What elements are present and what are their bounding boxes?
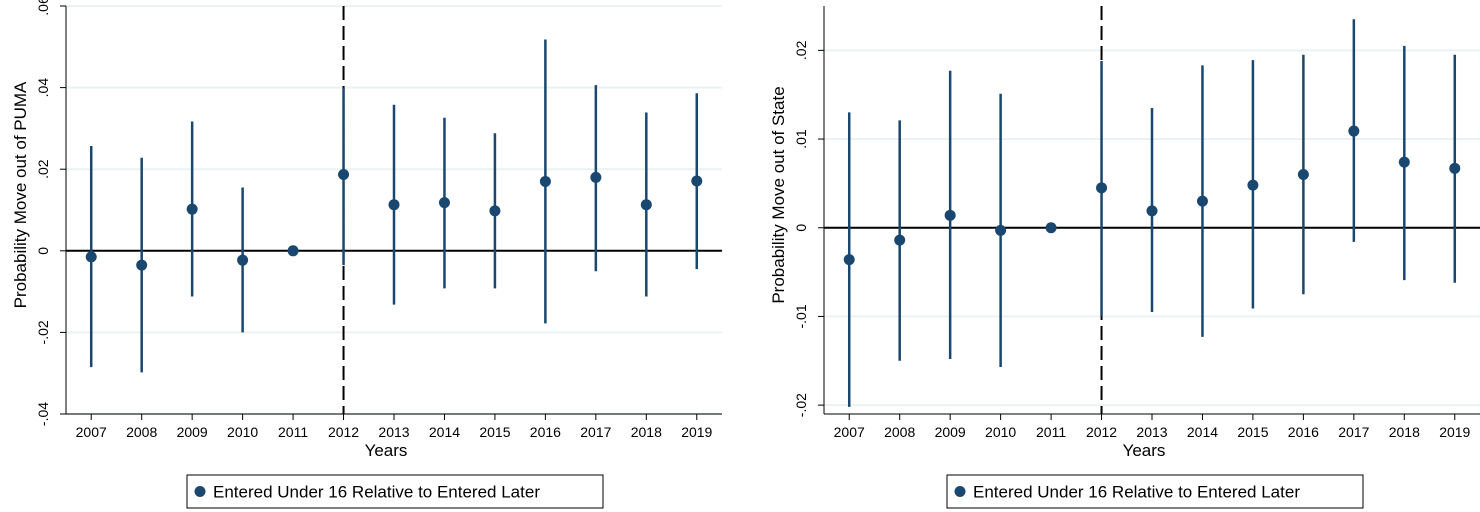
x-tick-label: 2009 bbox=[935, 424, 966, 440]
data-point bbox=[640, 199, 652, 211]
y-tick-label: 0 bbox=[793, 224, 809, 232]
data-point bbox=[843, 254, 855, 266]
y-tick-label: -.04 bbox=[35, 402, 51, 426]
data-point bbox=[388, 199, 400, 211]
data-point bbox=[944, 209, 956, 221]
x-tick-label: 2010 bbox=[227, 424, 258, 440]
data-point bbox=[1096, 182, 1108, 194]
x-tick-label: 2014 bbox=[1187, 424, 1218, 440]
y-tick-label: .01 bbox=[793, 129, 809, 149]
data-point bbox=[338, 169, 350, 181]
x-tick-label: 2018 bbox=[631, 424, 662, 440]
x-tick-label: 2008 bbox=[884, 424, 915, 440]
x-tick-label: 2017 bbox=[1338, 424, 1369, 440]
right-chart-panel: -.02 -.01 0 .01 .02 2007 2008 2009 2010 2011 2012 2… bbox=[740, 0, 1480, 512]
data-point bbox=[1398, 156, 1410, 168]
x-tick-label: 2011 bbox=[278, 424, 308, 440]
x-tick-label: 2015 bbox=[479, 424, 510, 440]
x-tick-label: 2009 bbox=[177, 424, 208, 440]
x-tick-label: 2012 bbox=[1086, 424, 1117, 440]
data-point bbox=[1297, 169, 1309, 181]
x-tick-label: 2007 bbox=[76, 424, 107, 440]
data-point bbox=[489, 205, 501, 217]
data-point bbox=[1146, 205, 1158, 217]
data-point bbox=[1196, 195, 1208, 207]
y-tick-label: .02 bbox=[793, 40, 809, 60]
x-tick-label: 2018 bbox=[1389, 424, 1420, 440]
data-point bbox=[136, 259, 148, 271]
legend-box bbox=[186, 474, 604, 509]
data-point bbox=[287, 245, 299, 257]
x-tick-label: 2013 bbox=[378, 424, 409, 440]
x-tick-label: 2016 bbox=[1288, 424, 1319, 440]
x-tick-label: 2012 bbox=[328, 424, 359, 440]
y-tick-label: 0 bbox=[35, 247, 51, 255]
x-tick-label: 2016 bbox=[530, 424, 561, 440]
data-point bbox=[995, 224, 1007, 236]
y-tick-label: -.02 bbox=[35, 320, 51, 344]
legend-marker bbox=[954, 486, 966, 497]
right-chart-svg: -.02 -.01 0 .01 .02 2007 2008 2009 2010 2011 2012 2… bbox=[769, 6, 1480, 509]
x-tick-label: 2014 bbox=[429, 424, 460, 440]
y-tick-label: .02 bbox=[35, 159, 51, 179]
x-tick-label: 2019 bbox=[681, 424, 712, 440]
data-point bbox=[1045, 222, 1057, 234]
data-point bbox=[539, 175, 551, 187]
y-axis-title: Probability Move out of PUMA bbox=[11, 81, 30, 308]
y-tick-label: .06 bbox=[35, 0, 51, 16]
legend-marker bbox=[194, 486, 206, 497]
x-tick-label: 2011 bbox=[1036, 424, 1066, 440]
data-point bbox=[237, 254, 249, 266]
y-tick-label: .04 bbox=[35, 78, 51, 98]
x-axis-title: Years bbox=[1123, 441, 1166, 460]
data-point bbox=[85, 251, 97, 263]
x-axis-title: Years bbox=[365, 441, 408, 460]
left-chart-svg: -.04 -.02 0 .02 .04 .06 2007 2008 2009 2010 2011 20… bbox=[11, 0, 722, 509]
x-tick-label: 2007 bbox=[834, 424, 865, 440]
x-tick-label: 2010 bbox=[985, 424, 1016, 440]
data-point bbox=[691, 175, 703, 187]
legend-box bbox=[946, 474, 1364, 509]
data-point bbox=[1247, 179, 1259, 191]
x-tick-label: 2017 bbox=[580, 424, 611, 440]
left-chart-panel: -.04 -.02 0 .02 .04 .06 2007 2008 2009 2010 2011 20… bbox=[11, 0, 722, 509]
legend-label: Entered Under 16 Relative to Entered Lat… bbox=[973, 483, 1300, 502]
x-tick-label: 2015 bbox=[1237, 424, 1268, 440]
data-point bbox=[186, 203, 198, 215]
x-tick-label: 2013 bbox=[1136, 424, 1167, 440]
data-point bbox=[590, 171, 602, 183]
x-tick-label: 2008 bbox=[126, 424, 157, 440]
data-point bbox=[1348, 125, 1360, 137]
data-point bbox=[1449, 162, 1461, 174]
x-tick-label: 2019 bbox=[1439, 424, 1470, 440]
data-point bbox=[894, 234, 906, 246]
y-axis-title: Probability Move out of State bbox=[769, 86, 788, 303]
y-tick-label: -.01 bbox=[793, 304, 809, 328]
y-tick-label: -.02 bbox=[793, 393, 809, 417]
data-point bbox=[438, 197, 450, 209]
legend-label: Entered Under 16 Relative to Entered Lat… bbox=[213, 483, 540, 502]
